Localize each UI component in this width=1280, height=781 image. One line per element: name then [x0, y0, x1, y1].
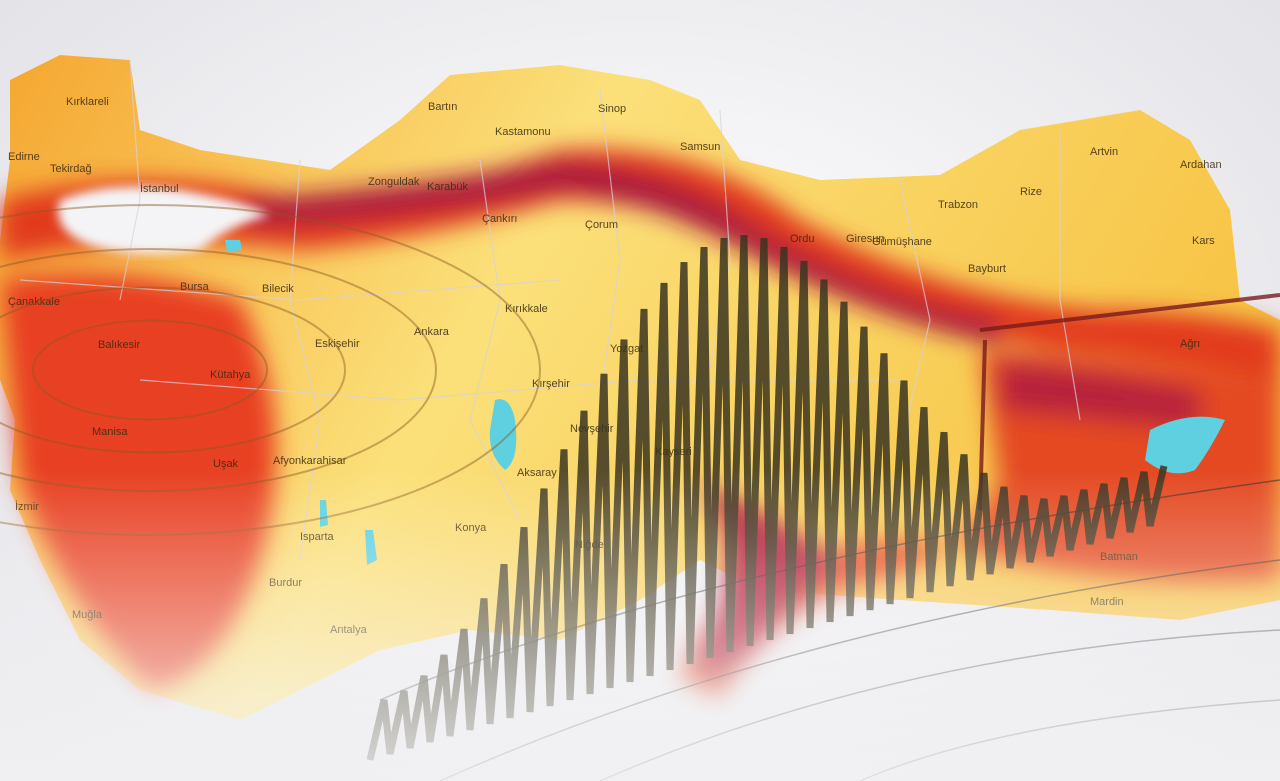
bottom-fade [0, 0, 1280, 781]
earthquake-hazard-map: KırklareliEdirneTekirdağİstanbulZongulda… [0, 0, 1280, 781]
